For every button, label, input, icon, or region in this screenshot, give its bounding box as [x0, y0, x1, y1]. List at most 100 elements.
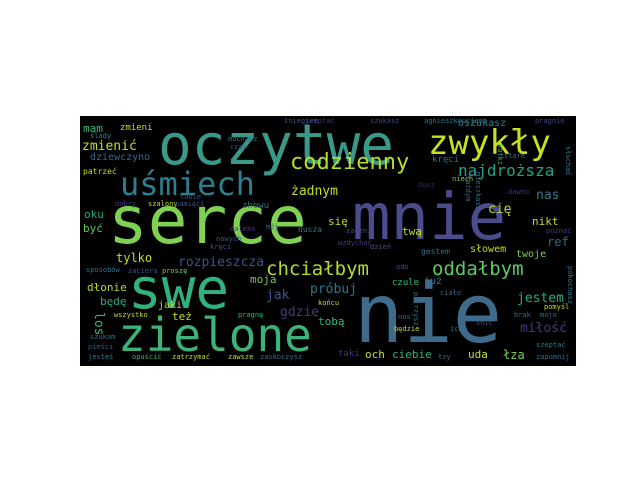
- word-nikt: nikt: [532, 215, 559, 228]
- word-lzy: łzy: [438, 353, 451, 361]
- word-mochasz: mochasz: [228, 135, 258, 143]
- word-dusz: dusz: [418, 181, 435, 189]
- word-slowem: słowem: [470, 244, 507, 255]
- word-dzien: dzień: [370, 243, 392, 251]
- word-zielone: zielone: [118, 308, 312, 362]
- word-czas: czas: [230, 143, 247, 151]
- word-pragne: pragnę: [238, 311, 264, 319]
- word-kreci: kręci: [432, 155, 460, 165]
- word-pokochasz: pokochasz: [566, 266, 574, 304]
- word-agnieszkouciena: agnieszkouciena: [424, 117, 488, 125]
- word-moj: mój: [266, 223, 279, 231]
- word-probuj: próbuj: [310, 282, 357, 297]
- word-szalony: szalony: [148, 200, 178, 208]
- word-pozna: poznać: [546, 227, 572, 235]
- word-juz: już: [424, 276, 443, 287]
- word-opuscic: opuścić: [132, 353, 162, 361]
- word-oku: oku: [84, 208, 104, 221]
- word-zaskoczysz: zaskoczysz: [260, 353, 303, 361]
- word-cie: cię: [488, 202, 512, 217]
- word-szeptac: szeptać: [305, 117, 335, 125]
- word-codzienny: codzienny: [290, 150, 410, 175]
- word-zapomnij: zapomnij: [536, 353, 570, 361]
- word-nowych: nowych: [216, 235, 242, 243]
- word-prosze: proszę: [162, 267, 188, 275]
- word-los: los: [91, 312, 106, 336]
- word-dobry: dobry: [115, 200, 137, 208]
- word-sie: się: [328, 215, 348, 228]
- word-sniegiem: śniegiem: [284, 117, 318, 125]
- word-dlonie: dłonie: [87, 281, 127, 294]
- word-niech: niech: [452, 175, 474, 183]
- word-czule: czule: [392, 278, 420, 288]
- word-mojo: mojo: [540, 311, 557, 319]
- word-daleko: daleko: [230, 225, 256, 233]
- word-snic: śnić: [476, 319, 493, 327]
- word-ich: ich: [450, 325, 463, 333]
- word-nie: nie: [354, 267, 503, 362]
- word-slady: ślady: [90, 132, 112, 140]
- word-jestes: jesteś: [88, 353, 114, 361]
- word-och: och: [365, 348, 385, 361]
- word-twoje: twoje: [516, 249, 547, 260]
- word-brak: brak: [514, 311, 531, 319]
- word-szukasz: szukasz: [370, 117, 400, 125]
- word-cloud: oczytwe mnie serce nie swe zielone uśmie…: [80, 116, 576, 366]
- word-nas: nas: [536, 188, 560, 203]
- word-taki: taki: [338, 349, 360, 359]
- word-jaki: jaki: [158, 300, 183, 311]
- word-odo: odo: [396, 263, 409, 271]
- word-tez: też: [172, 310, 192, 323]
- word-gdzie: gdzie: [280, 305, 320, 320]
- word-zaciera: zaciera: [128, 267, 158, 275]
- word-kazdym: każdym: [464, 176, 472, 202]
- word-ciebie: ciebie: [392, 348, 432, 361]
- word-szukam: szukam: [90, 333, 116, 341]
- word-zacznij: zacznij: [346, 227, 376, 235]
- word-dusza: dusza: [298, 225, 323, 234]
- word-jestem: jestem: [517, 291, 564, 306]
- word-gestem: gestem: [421, 247, 450, 256]
- word-zawsze: zawsze: [228, 353, 254, 361]
- word-byc: być: [83, 222, 103, 235]
- word-koncu: końcu: [318, 299, 340, 307]
- word-bede: będę: [100, 295, 127, 308]
- word-cialo: ciało: [440, 289, 462, 297]
- word-szeptac-small: szeptać: [536, 341, 566, 349]
- word-mnie: mnie: [352, 181, 507, 255]
- word-sposobow: sposobów: [86, 266, 120, 274]
- word-zmieni: zmieni: [120, 123, 153, 133]
- word-oddalbym: oddałbym: [432, 258, 524, 280]
- word-zmienic: zmienić: [82, 139, 137, 154]
- word-bedzie: będzie: [394, 325, 420, 333]
- word-wzdychac: wzdychać: [338, 239, 372, 247]
- word-serce: serce: [108, 182, 307, 259]
- word-pomysl: pomyśl: [544, 303, 570, 311]
- word-toba: tobą: [318, 315, 345, 328]
- word-jak: jak: [266, 288, 290, 303]
- word-tobie: tobie: [180, 193, 202, 201]
- word-zadnym: żadnym: [291, 184, 338, 199]
- word-milosc: miłość: [520, 321, 567, 336]
- word-oczytwe: oczytwe: [158, 116, 395, 178]
- word-dziewczyno: dziewczyno: [90, 152, 151, 163]
- word-tylko: tylko: [116, 251, 153, 265]
- word-oszukasz: oszukasz: [458, 118, 507, 129]
- word-lza: łza: [503, 348, 525, 362]
- word-najdrozsza: najdroższa: [458, 161, 555, 180]
- word-swe: swe: [128, 257, 230, 322]
- word-rozpieszcza: rozpieszcza: [178, 255, 265, 270]
- word-mam: mam: [83, 122, 103, 135]
- word-chcialbym: chciałbym: [266, 258, 369, 280]
- word-pamieci: pamięci: [175, 200, 205, 208]
- word-twa: twą: [402, 225, 422, 238]
- word-patrzysz: patrzysz: [412, 292, 420, 326]
- word-zwykly: zwykły: [428, 123, 551, 163]
- word-ref: ref: [547, 235, 569, 249]
- word-sluchac: słuchać: [564, 146, 572, 176]
- word-kotki: kotki: [496, 144, 504, 166]
- word-pragnie: pragnie: [535, 117, 565, 125]
- word-zatrzymac: zatrzymać: [172, 353, 210, 361]
- word-zhowu: zhowu: [242, 201, 270, 211]
- word-kreci-small: kręci: [210, 243, 232, 251]
